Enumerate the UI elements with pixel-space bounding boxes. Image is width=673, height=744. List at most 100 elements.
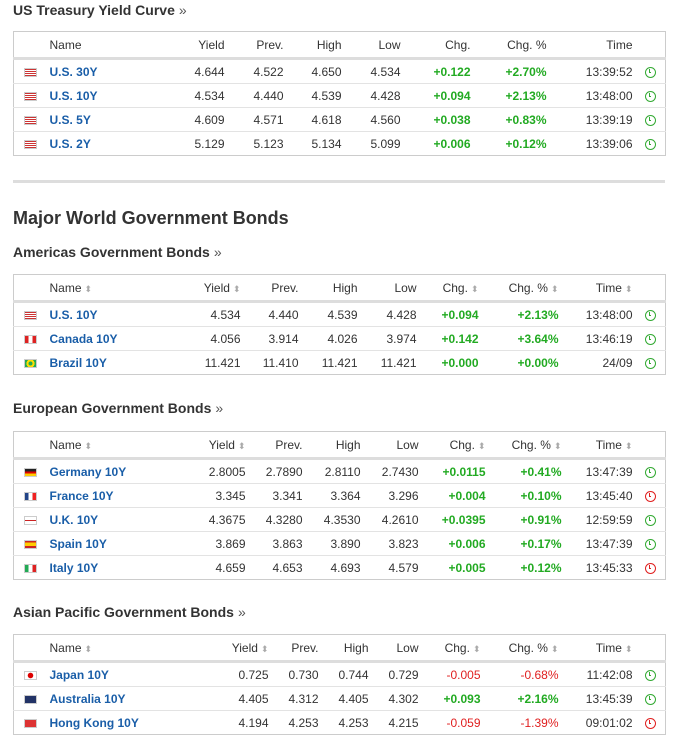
sort-icon[interactable]: ⬍ bbox=[624, 440, 633, 451]
sort-icon[interactable]: ⬍ bbox=[84, 643, 93, 654]
cell-low: 4.560 bbox=[347, 107, 407, 132]
column-header-label: Chg. % bbox=[508, 280, 548, 295]
cell-yield: 4.534 bbox=[170, 83, 231, 108]
table-row: Australia 10Y 4.405 4.312 4.405 4.302 +0.093 +… bbox=[13, 686, 666, 711]
sort-icon[interactable]: ⬍ bbox=[470, 283, 479, 294]
cell-yield: 4.3675 bbox=[191, 507, 252, 532]
column-header[interactable]: Name ⬍ bbox=[45, 431, 192, 460]
table-row: Canada 10Y 4.056 3.914 4.026 3.974 +0.142 +3.6… bbox=[13, 326, 666, 351]
flag-de-icon bbox=[24, 467, 37, 477]
column-header[interactable]: Time ⬍ bbox=[564, 634, 639, 663]
bond-name-link[interactable]: U.S. 30Y bbox=[49, 64, 98, 79]
sort-icon[interactable]: ⬍ bbox=[84, 440, 93, 451]
bond-name-link[interactable]: Italy 10Y bbox=[49, 560, 99, 575]
us-treasury-title[interactable]: US Treasury Yield Curve» bbox=[13, 2, 187, 18]
cell-chg-pct: +0.41% bbox=[491, 458, 568, 484]
sort-icon[interactable]: ⬍ bbox=[260, 643, 269, 654]
column-header[interactable]: Chg. % ⬍ bbox=[491, 431, 568, 460]
bond-name-link[interactable]: U.S. 5Y bbox=[49, 112, 91, 127]
cell-yield: 4.405 bbox=[214, 686, 275, 711]
european-title[interactable]: European Government Bonds» bbox=[13, 400, 223, 416]
bond-name-link[interactable]: Canada 10Y bbox=[49, 331, 118, 346]
column-header-label: Yield bbox=[203, 280, 230, 295]
column-header[interactable]: Time ⬍ bbox=[567, 431, 639, 460]
cell-yield: 3.345 bbox=[191, 483, 252, 508]
asian-pacific-title[interactable]: Asian Pacific Government Bonds» bbox=[13, 604, 246, 620]
cell-time: 09:01:02 bbox=[564, 710, 639, 735]
cell-time: 13:39:06 bbox=[552, 131, 639, 156]
more-link-icon[interactable]: » bbox=[215, 400, 224, 416]
cell-prev: 4.571 bbox=[230, 107, 290, 132]
header-row: Name ⬍ Yield ⬍ Prev. High Low Chg. ⬍ Chg. % ⬍ Time ⬍ bbox=[13, 274, 666, 303]
cell-prev: 3.863 bbox=[251, 531, 309, 556]
bond-name-link[interactable]: Spain 10Y bbox=[49, 536, 107, 551]
sort-icon[interactable]: ⬍ bbox=[232, 283, 241, 294]
bond-name-link[interactable]: Japan 10Y bbox=[49, 667, 109, 682]
section-title-text[interactable]: US Treasury Yield Curve bbox=[13, 2, 175, 18]
sort-icon[interactable]: ⬍ bbox=[237, 440, 246, 451]
more-link-icon[interactable]: » bbox=[178, 2, 187, 18]
section-title-text[interactable]: Asian Pacific Government Bonds bbox=[13, 604, 234, 620]
sort-icon[interactable]: ⬍ bbox=[624, 283, 633, 294]
column-header[interactable]: Chg. % ⬍ bbox=[484, 274, 565, 303]
bond-name-link[interactable]: Germany 10Y bbox=[49, 464, 127, 479]
column-header[interactable]: Time ⬍ bbox=[564, 274, 639, 303]
cell-chg: +0.005 bbox=[424, 555, 492, 580]
sort-icon[interactable]: ⬍ bbox=[550, 283, 559, 294]
column-header[interactable]: Yield ⬍ bbox=[214, 634, 275, 663]
column-header-label: Yield bbox=[208, 437, 235, 452]
bond-name-link[interactable]: U.S. 10Y bbox=[49, 307, 98, 322]
more-link-icon[interactable]: » bbox=[237, 604, 246, 620]
cell-yield: 0.725 bbox=[214, 661, 275, 687]
cell-low: 3.296 bbox=[366, 483, 425, 508]
clock-icon bbox=[644, 490, 656, 502]
sort-icon[interactable]: ⬍ bbox=[472, 643, 481, 654]
major-bonds-heading: Major World Government Bonds bbox=[13, 208, 289, 228]
cell-time: 13:39:19 bbox=[552, 107, 639, 132]
cell-time: 11:42:08 bbox=[564, 661, 639, 687]
cell-prev: 4.522 bbox=[230, 58, 290, 84]
section-title-text[interactable]: European Government Bonds bbox=[13, 400, 212, 416]
bond-name-link[interactable]: Australia 10Y bbox=[49, 691, 126, 706]
americas-title[interactable]: Americas Government Bonds» bbox=[13, 244, 222, 260]
sort-icon[interactable]: ⬍ bbox=[624, 643, 633, 654]
column-header[interactable]: Chg. ⬍ bbox=[424, 431, 492, 460]
cell-yield: 4.644 bbox=[170, 58, 231, 84]
bond-name-link[interactable]: France 10Y bbox=[49, 488, 114, 503]
clock-icon bbox=[644, 466, 656, 478]
cell-chg: +0.142 bbox=[422, 326, 485, 351]
cell-yield: 4.194 bbox=[214, 710, 275, 735]
flag-es-icon bbox=[24, 539, 37, 549]
column-header[interactable]: Chg. ⬍ bbox=[422, 274, 485, 303]
column-header-label: Prev. bbox=[291, 640, 319, 655]
section-title-text[interactable]: Americas Government Bonds bbox=[13, 244, 210, 260]
clock-icon bbox=[644, 693, 656, 705]
column-header-label: Chg. bbox=[449, 437, 475, 452]
table-row: U.S. 5Y 4.609 4.571 4.618 4.560 +0.038 +0.83% 1… bbox=[13, 107, 666, 132]
table-row: Germany 10Y 2.8005 2.7890 2.8110 2.7430 +0.01… bbox=[13, 458, 666, 484]
flag-us-icon bbox=[24, 67, 37, 77]
bond-name-link[interactable]: U.K. 10Y bbox=[49, 512, 99, 527]
cell-chg-pct: +2.13% bbox=[484, 301, 565, 327]
cell-prev: 5.123 bbox=[230, 131, 290, 156]
cell-chg: +0.0395 bbox=[424, 507, 492, 532]
column-header[interactable]: Name ⬍ bbox=[45, 634, 215, 663]
column-header[interactable]: Chg. % ⬍ bbox=[486, 634, 565, 663]
sort-icon[interactable]: ⬍ bbox=[84, 283, 93, 294]
column-header[interactable]: Yield ⬍ bbox=[186, 274, 247, 303]
cell-chg-pct: +0.91% bbox=[491, 507, 568, 532]
column-header[interactable]: Name ⬍ bbox=[45, 274, 187, 303]
bond-name-link[interactable]: Hong Kong 10Y bbox=[49, 715, 139, 730]
cell-prev: 4.653 bbox=[251, 555, 309, 580]
sort-icon[interactable]: ⬍ bbox=[553, 440, 562, 451]
bond-name-link[interactable]: U.S. 10Y bbox=[49, 88, 98, 103]
column-header[interactable]: Chg. ⬍ bbox=[424, 634, 487, 663]
sort-icon[interactable]: ⬍ bbox=[477, 440, 486, 451]
column-header-label: Chg. % bbox=[511, 437, 551, 452]
bond-name-link[interactable]: U.S. 2Y bbox=[49, 136, 91, 151]
cell-prev: 0.730 bbox=[274, 661, 325, 687]
sort-icon[interactable]: ⬍ bbox=[550, 643, 559, 654]
more-link-icon[interactable]: » bbox=[213, 244, 222, 260]
column-header[interactable]: Yield ⬍ bbox=[191, 431, 252, 460]
bond-name-link[interactable]: Brazil 10Y bbox=[49, 355, 107, 370]
